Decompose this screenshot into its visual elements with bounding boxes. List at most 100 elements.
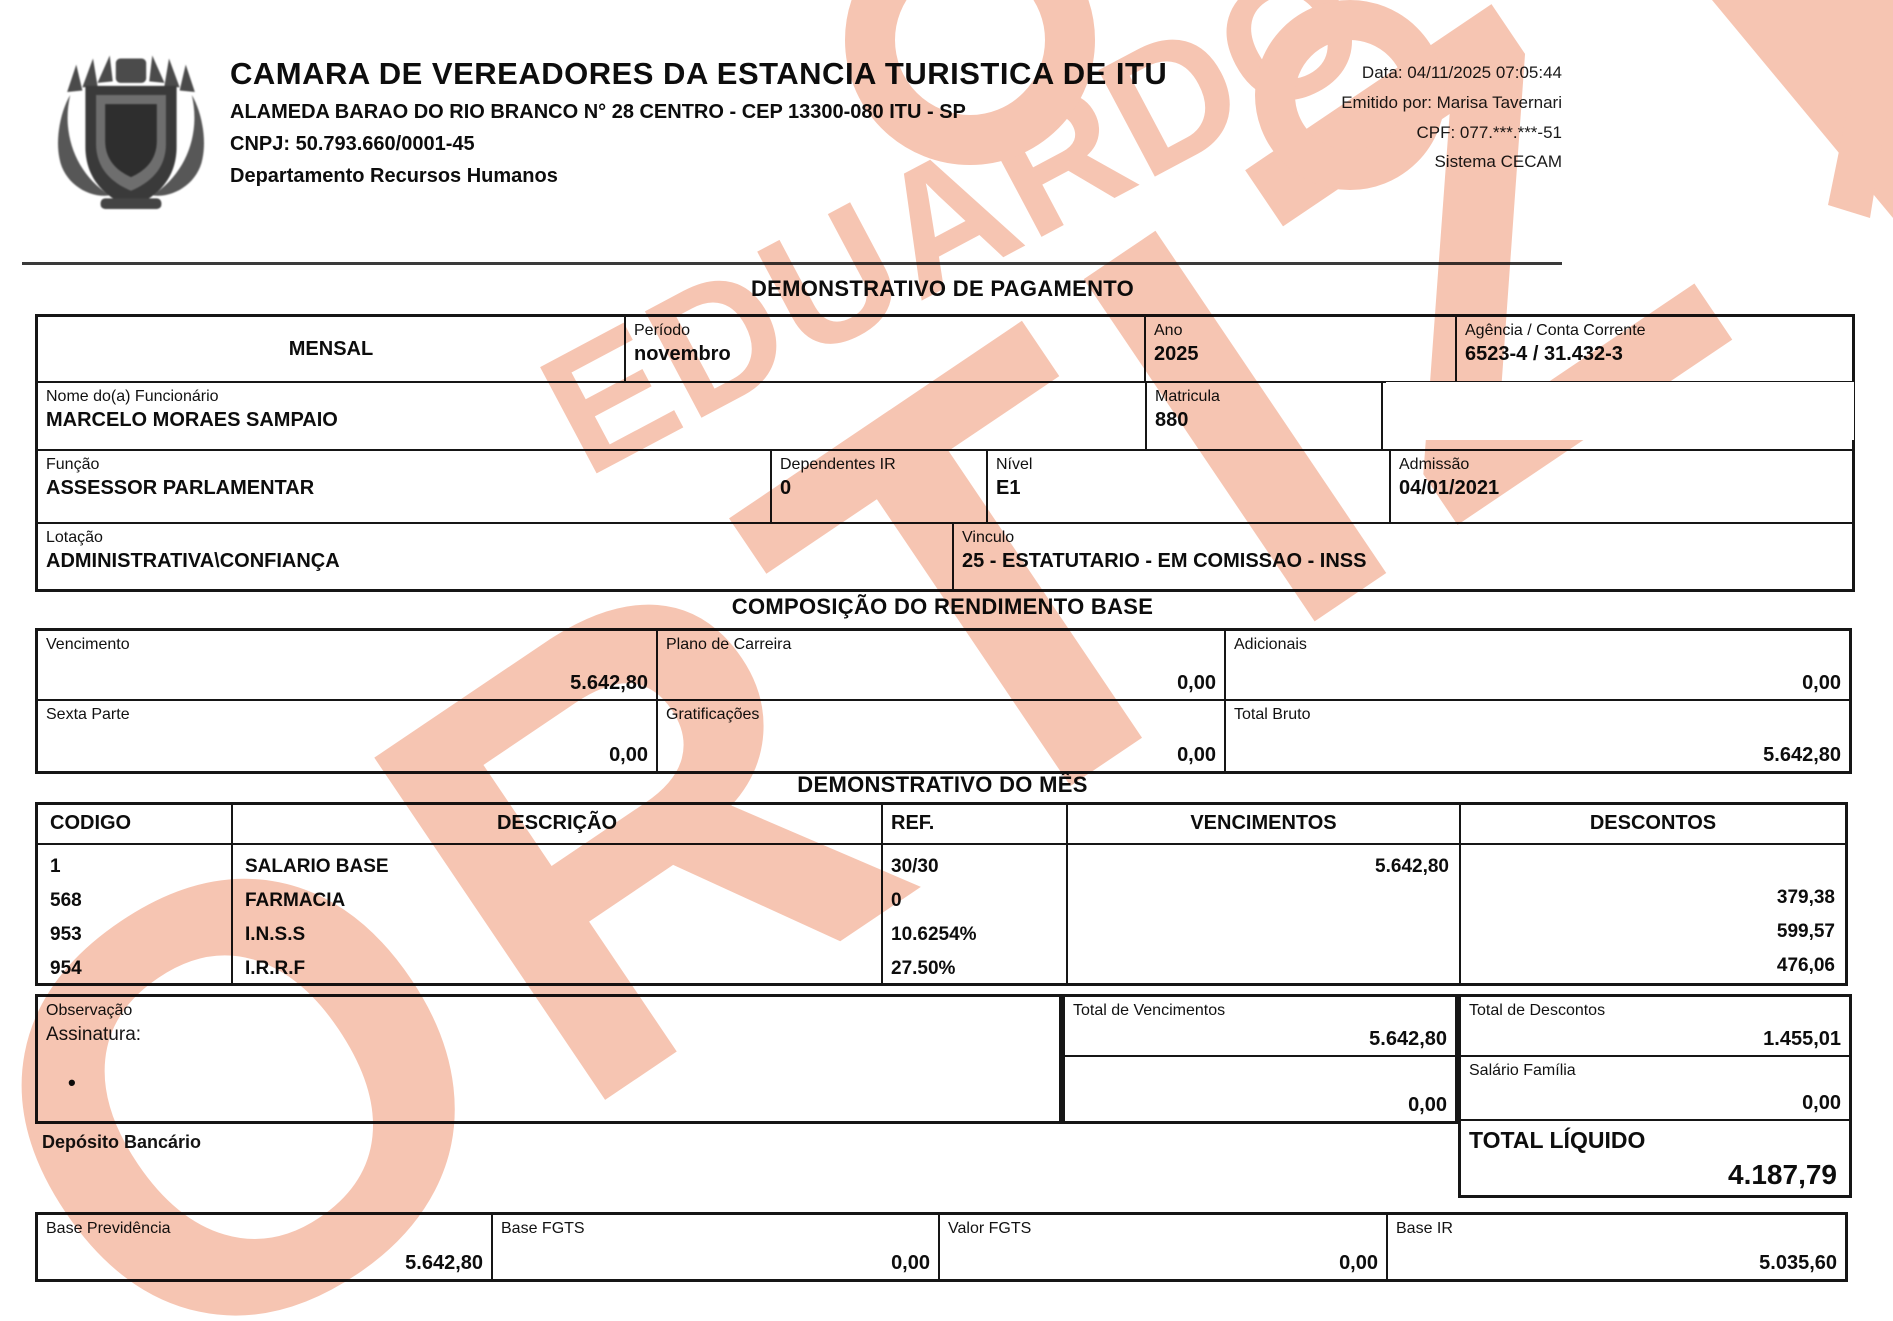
cell-agencia: Agência / Conta Corrente 6523-4 / 31.432… [1457, 317, 1852, 381]
funcionario-label: Nome do(a) Funcionário [46, 388, 219, 405]
vencimento-label: Vencimento [46, 636, 130, 653]
total-bruto-label: Total Bruto [1234, 706, 1311, 723]
cell-adicionais: Adicionais 0,00 [1226, 631, 1849, 699]
admissao-label: Admissão [1399, 456, 1470, 473]
cell-total-descontos: Total de Descontos 1.455,01 [1461, 997, 1849, 1057]
org-block: CAMARA DE VEREADORES DA ESTANCIA TURISTI… [230, 56, 1330, 188]
cell-base-previdencia: Base Previdência 5.642,80 [38, 1215, 493, 1279]
cell-nivel: Nível E1 [988, 451, 1391, 522]
base-ir-label: Base IR [1396, 1220, 1453, 1237]
dependentes-value: 0 [780, 477, 792, 499]
disc-value [1461, 850, 1845, 881]
cell-total-vencimentos: Total de Vencimentos 5.642,80 [1065, 997, 1455, 1057]
col-header-vencimentos: VENCIMENTOS [1068, 805, 1461, 843]
month-body-row: 1 568 953 954 SALARIO BASE FARMACIA I.N.… [38, 845, 1845, 983]
periodo-value: novembro [634, 343, 731, 365]
col-header-ref: REF. [883, 805, 1068, 843]
emission-by: Emitido por: Marisa Tavernari [1341, 92, 1562, 112]
total-bruto-value: 5.642,80 [1763, 744, 1841, 766]
observation-box: Observação Assinatura: • [35, 994, 1062, 1124]
org-department: Departamento Recursos Humanos [230, 165, 558, 187]
bases-table: Base Previdência 5.642,80 Base FGTS 0,00… [35, 1212, 1848, 1282]
lotacao-label: Lotação [46, 529, 103, 546]
cell-plano-carreira: Plano de Carreira 0,00 [658, 631, 1226, 699]
table-row: Base Previdência 5.642,80 Base FGTS 0,00… [38, 1215, 1845, 1279]
cell-folha-tipo: MENSAL [38, 317, 626, 381]
sexta-parte-label: Sexta Parte [46, 706, 130, 723]
table-row: Sexta Parte 0,00 Gratificações 0,00 Tota… [38, 701, 1849, 771]
matricula-label: Matricula [1155, 388, 1220, 405]
adicionais-value: 0,00 [1802, 672, 1841, 694]
total-liquido-value: 4.187,79 [1728, 1159, 1837, 1190]
folha-tipo-value: MENSAL [288, 338, 374, 360]
col-vencimentos: 5.642,80 [1068, 845, 1461, 983]
gratificacoes-label: Gratificações [666, 706, 760, 723]
ref-value: 0 [891, 890, 902, 911]
venc-value: 5.642,80 [1375, 856, 1449, 877]
deposito-bancario-label: Depósito Bancário [42, 1132, 202, 1152]
valor-fgts-value: 0,00 [1339, 1252, 1378, 1274]
cell-gratificacoes: Gratificações 0,00 [658, 701, 1226, 771]
col-header-descricao: DESCRIÇÃO [233, 805, 883, 843]
vencimentos-total-column: Total de Vencimentos 5.642,80 0,00 [1062, 994, 1458, 1124]
cell-vinculo: Vinculo 25 - ESTATUTARIO - EM COMISSAO -… [954, 524, 1852, 589]
payment-title: DEMONSTRATIVO DE PAGAMENTO [750, 276, 1135, 301]
signature-bullet: • [68, 1070, 76, 1095]
matricula-value: 880 [1155, 409, 1189, 431]
venc-value [1068, 950, 1459, 983]
header-divider [22, 262, 1562, 265]
periodo-label: Período [634, 322, 691, 339]
cell-matricula: Matricula 880 [1147, 383, 1383, 449]
total-descontos-value: 1.455,01 [1763, 1028, 1841, 1050]
col-header-codigo: CODIGO [38, 805, 233, 843]
vencimento-value: 5.642,80 [570, 672, 648, 694]
cell-total-liquido: TOTAL LÍQUIDO 4.187,79 [1461, 1121, 1849, 1195]
emission-system: Sistema CECAM [1434, 152, 1562, 172]
table-row: Vencimento 5.642,80 Plano de Carreira 0,… [38, 631, 1849, 701]
code-value: 568 [50, 890, 82, 911]
cell-sexta-parte: Sexta Parte 0,00 [38, 701, 658, 771]
table-row: Função ASSESSOR PARLAMENTAR Dependentes … [38, 451, 1852, 524]
adicionais-label: Adicionais [1234, 636, 1307, 653]
table-row: MENSAL Período novembro Ano 2025 Agência… [38, 317, 1852, 383]
ano-label: Ano [1154, 322, 1183, 339]
agencia-label: Agência / Conta Corrente [1465, 322, 1646, 339]
month-title: DEMONSTRATIVO DO MÊS [797, 772, 1088, 797]
identification-table: MENSAL Período novembro Ano 2025 Agência… [35, 314, 1855, 592]
cell-ano: Ano 2025 [1146, 317, 1457, 381]
assinatura-label: Assinatura: [46, 1024, 142, 1045]
gratificacoes-value: 0,00 [1177, 744, 1216, 766]
total-vencimentos-value: 5.642,80 [1369, 1028, 1447, 1050]
disc-value: 599,57 [1776, 921, 1835, 942]
outros-vencimentos-value: 0,00 [1408, 1094, 1447, 1116]
desc-value: I.N.S.S [245, 924, 306, 945]
cell-funcao: Função ASSESSOR PARLAMENTAR [38, 451, 772, 522]
lotacao-value: ADMINISTRATIVA\CONFIANÇA [46, 550, 340, 572]
funcionario-value: MARCELO MORAES SAMPAIO [46, 409, 338, 431]
total-vencimentos-label: Total de Vencimentos [1073, 1002, 1226, 1019]
vinculo-label: Vinculo [962, 529, 1015, 546]
col-ref: 30/30 0 10.6254% 27.50% [883, 845, 1068, 983]
plano-carreira-label: Plano de Carreira [666, 636, 792, 653]
emission-meta: Data: 04/11/2025 07:05:44 Emitido por: M… [1180, 58, 1562, 177]
total-liquido-label: TOTAL LÍQUIDO [1469, 1127, 1646, 1153]
table-row: Nome do(a) Funcionário MARCELO MORAES SA… [38, 383, 1852, 451]
salario-familia-label: Salário Família [1469, 1062, 1576, 1079]
cell-lotacao: Lotação ADMINISTRATIVA\CONFIANÇA [38, 524, 954, 589]
emission-cpf: CPF: 077.***.***-51 [1416, 122, 1562, 142]
total-descontos-label: Total de Descontos [1469, 1002, 1606, 1019]
redaction-box [1386, 382, 1854, 440]
agencia-value: 6523-4 / 31.432-3 [1465, 343, 1623, 365]
base-fgts-label: Base FGTS [501, 1220, 585, 1237]
base-ir-value: 5.035,60 [1759, 1252, 1837, 1274]
cell-total-bruto: Total Bruto 5.642,80 [1226, 701, 1849, 771]
vinculo-value: 25 - ESTATUTARIO - EM COMISSAO - INSS [962, 550, 1367, 572]
org-name: CAMARA DE VEREADORES DA ESTANCIA TURISTI… [230, 56, 1168, 91]
cell-dependentes: Dependentes IR 0 [772, 451, 988, 522]
col-header-descontos: DESCONTOS [1589, 812, 1717, 834]
col-descricao: SALARIO BASE FARMACIA I.N.S.S I.R.R.F [233, 845, 883, 983]
funcao-value: ASSESSOR PARLAMENTAR [46, 477, 315, 499]
base-previdencia-label: Base Previdência [46, 1220, 171, 1237]
cell-base-ir: Base IR 5.035,60 [1388, 1215, 1845, 1279]
